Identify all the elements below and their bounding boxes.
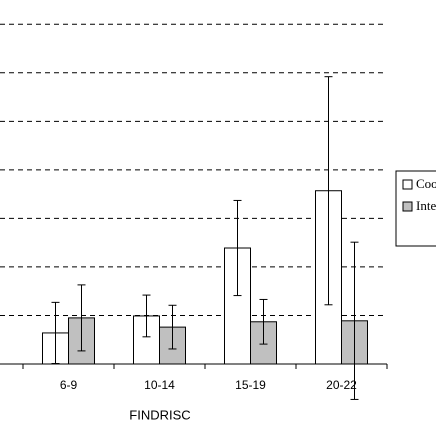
x-tick-label: 6-9: [60, 378, 78, 392]
legend-label: Inte: [416, 198, 436, 213]
x-axis-label: FINDRISC: [129, 407, 190, 422]
legend-swatch: [402, 179, 413, 190]
x-tick-label: 20-22: [326, 378, 357, 392]
x-tick-label: 10-14: [144, 378, 175, 392]
x-tick-label: 15-19: [235, 378, 266, 392]
legend-swatch: [402, 201, 413, 212]
legend-label: Coo: [416, 176, 436, 191]
